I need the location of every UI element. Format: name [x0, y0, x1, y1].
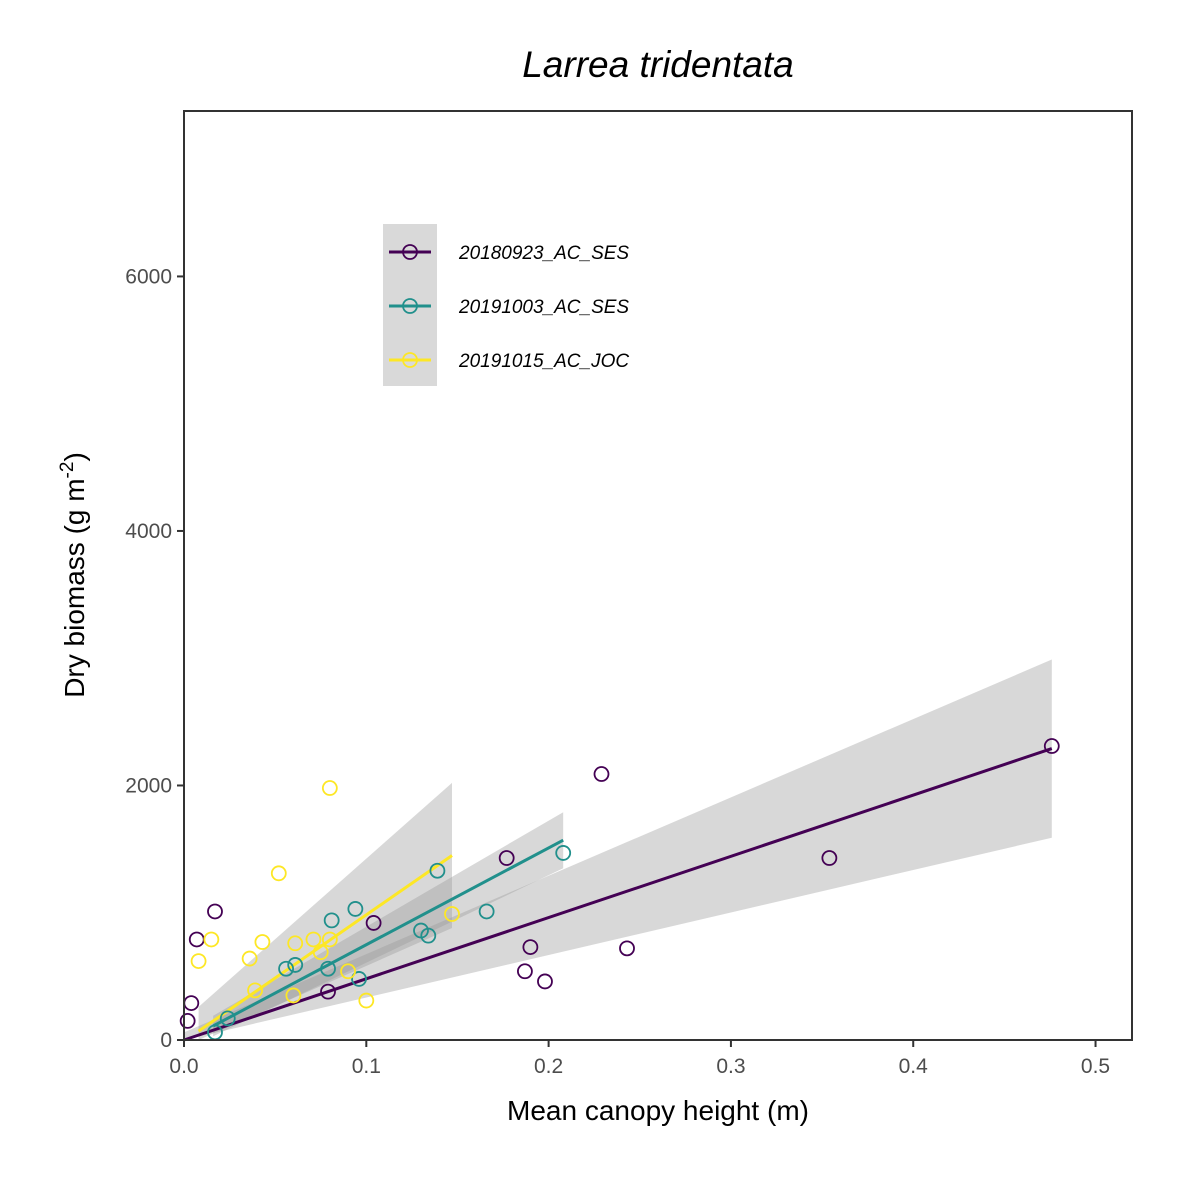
data-point-s2-3: [247, 982, 264, 999]
y-axis-title: Dry biomass (g m-2): [57, 452, 90, 698]
data-point-s1-4: [320, 960, 336, 977]
data-point-s2-14: [444, 906, 460, 922]
y-axis-title-close: ): [59, 452, 90, 461]
y-tick-label: 0: [160, 1029, 172, 1052]
x-tick-label: 0.4: [899, 1055, 929, 1078]
data-point-s2-7: [287, 935, 304, 952]
data-point-s0-6: [498, 850, 515, 866]
regression-lines: [183, 747, 1053, 1042]
y-axis-title-superscript: -2: [57, 462, 78, 479]
regression-line-1: [212, 838, 564, 1028]
data-point-s1-1: [219, 1010, 236, 1027]
y-tick-label: 4000: [125, 520, 172, 543]
x-tick-label: 0.2: [534, 1055, 563, 1078]
data-point-s0-12: [821, 850, 838, 866]
data-point-s2-12: [340, 963, 356, 980]
data-point-s0-0: [179, 1013, 196, 1029]
regression-line-2: [197, 854, 453, 1033]
data-point-s0-7: [517, 963, 533, 980]
y-tick-label: 6000: [125, 265, 172, 288]
y-axis-title-main: Dry biomass (g m: [59, 478, 90, 697]
data-point-s1-7: [351, 971, 367, 987]
legend-marker-2: [402, 352, 418, 368]
data-points: [179, 738, 1060, 1041]
confidence-band-0: [184, 659, 1052, 1040]
legend-marker-1: [402, 298, 418, 314]
data-point-s1-12: [555, 845, 572, 861]
data-point-s1-10: [429, 862, 446, 879]
chart-title: Larrea tridentata: [522, 44, 794, 85]
data-point-s2-9: [312, 944, 329, 961]
data-point-s0-8: [522, 939, 539, 955]
data-point-s1-3: [287, 957, 304, 973]
x-tick-label: 0.5: [1081, 1055, 1110, 1078]
data-point-s2-10: [321, 780, 338, 796]
data-point-s2-4: [254, 934, 271, 950]
plot-panel-border: [183, 110, 1133, 1041]
data-point-s0-11: [619, 940, 635, 957]
legend-marker-0: [402, 244, 418, 260]
data-point-s2-1: [203, 931, 220, 948]
data-point-s2-11: [321, 931, 338, 948]
legend-label-0: 20180923_AC_SES: [458, 243, 629, 264]
data-point-s2-0: [190, 953, 207, 969]
y-tick-label: 2000: [125, 774, 172, 797]
legend: 20180923_AC_SES 20191003_AC_SES 20191015_A…: [383, 224, 629, 386]
data-point-s0-13: [1043, 738, 1060, 754]
data-point-s1-2: [278, 960, 294, 977]
data-point-s1-9: [420, 927, 437, 944]
x-axis: 0.0 0.1 0.2 0.3 0.4 0.5: [169, 1040, 1110, 1078]
data-point-s2-8: [305, 931, 322, 948]
data-point-s0-10: [593, 766, 610, 782]
confidence-band-2: [198, 782, 452, 1040]
x-tick-label: 0.3: [716, 1055, 745, 1078]
data-point-s1-5: [323, 912, 340, 929]
data-point-s0-9: [537, 973, 553, 990]
data-point-s1-6: [347, 901, 364, 917]
data-point-s2-5: [270, 865, 287, 882]
x-tick-label: 0.1: [352, 1055, 381, 1078]
data-point-s2-6: [285, 987, 302, 1004]
y-axis: 0 2000 4000 6000: [125, 265, 184, 1052]
data-point-s0-5: [365, 915, 382, 931]
regression-line-0: [183, 747, 1053, 1042]
legend-label-2: 20191015_AC_JOC: [458, 351, 629, 372]
data-point-s1-11: [478, 903, 495, 920]
data-point-s0-3: [207, 903, 223, 920]
legend-label-1: 20191003_AC_SES: [458, 297, 629, 318]
x-axis-title: Mean canopy height (m): [507, 1095, 809, 1126]
x-tick-label: 0.0: [169, 1055, 198, 1078]
data-point-s0-4: [320, 983, 336, 1000]
data-point-s2-2: [241, 950, 258, 967]
data-point-s2-13: [358, 992, 375, 1009]
